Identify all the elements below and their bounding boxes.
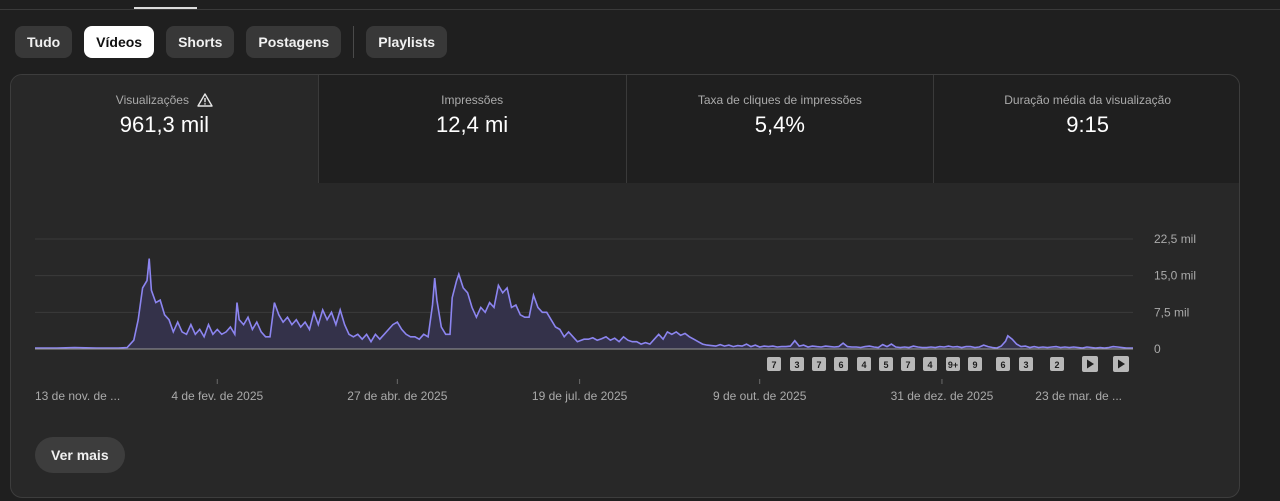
annotation-marker[interactable]: 3 <box>790 357 804 371</box>
x-tick-label: 13 de nov. de ... <box>35 389 120 403</box>
metric-tab-avg-duration[interactable]: Duração média da visualização 9:15 <box>933 75 1239 183</box>
metric-tabs: Visualizações 961,3 mil Impressões 12,4 … <box>11 75 1239 183</box>
annotation-marker-label: 4 <box>861 360 866 370</box>
annotation-marker-label: 3 <box>794 360 799 370</box>
annotation-marker-label: 7 <box>905 360 910 370</box>
chip-playlists[interactable]: Playlists <box>366 26 448 58</box>
y-tick-label: 0 <box>1154 342 1161 356</box>
annotation-marker[interactable]: 7 <box>812 357 826 371</box>
annotation-marker[interactable]: 3 <box>1019 357 1033 371</box>
annotation-marker[interactable]: 4 <box>857 357 871 371</box>
annotation-marker-label: 7 <box>816 360 821 370</box>
annotation-marker-label: 9+ <box>948 360 958 370</box>
analytics-card: Visualizações 961,3 mil Impressões 12,4 … <box>10 74 1240 498</box>
metric-value: 12,4 mi <box>436 112 509 137</box>
warning-triangle-icon[interactable] <box>197 93 213 107</box>
metric-value: 9:15 <box>1066 112 1110 137</box>
x-tick-label: 9 de out. de 2025 <box>713 389 807 403</box>
annotation-marker[interactable]: 6 <box>996 357 1010 371</box>
annotation-marker[interactable]: 5 <box>879 357 893 371</box>
play-icon[interactable] <box>1082 356 1098 372</box>
chip-shorts[interactable]: Shorts <box>166 26 235 58</box>
annotation-marker-label: 5 <box>883 360 888 370</box>
annotation-marker-label: 6 <box>1000 360 1005 370</box>
x-tick-label: 27 de abr. de 2025 <box>347 389 447 403</box>
metric-tab-impressions[interactable]: Impressões 12,4 mi <box>317 75 626 183</box>
metric-value: 5,4% <box>754 112 805 137</box>
metric-tab-views[interactable]: Visualizações 961,3 mil <box>11 75 318 183</box>
chart-line <box>35 258 1133 349</box>
annotation-marker-label: 9 <box>972 360 977 370</box>
chip-postagens[interactable]: Postagens <box>246 26 342 58</box>
annotation-marker[interactable]: 9+ <box>946 357 960 371</box>
annotation-marker[interactable]: 7 <box>901 357 915 371</box>
x-tick-label: 23 de mar. de ... <box>1035 389 1122 403</box>
play-icon[interactable] <box>1113 356 1129 372</box>
y-tick-label: 7,5 mil <box>1154 305 1189 319</box>
chip-separator <box>353 26 355 58</box>
top-divider <box>0 9 1280 10</box>
metric-tab-ctr[interactable]: Taxa de cliques de impressões 5,4% <box>625 75 934 183</box>
chip-tudo[interactable]: Tudo <box>15 26 73 58</box>
annotation-marker[interactable]: 2 <box>1050 357 1064 371</box>
y-tick-label: 15,0 mil <box>1154 269 1196 283</box>
annotation-marker[interactable]: 7 <box>767 357 781 371</box>
filter-chips: Tudo Vídeos Shorts Postagens Playlists <box>15 26 459 58</box>
see-more-button[interactable]: Ver mais <box>35 437 125 473</box>
metric-label: Duração média da visualização <box>1004 93 1171 107</box>
y-tick-label: 22,5 mil <box>1154 232 1196 246</box>
annotation-marker[interactable]: 4 <box>923 357 937 371</box>
annotation-marker-label: 7 <box>771 360 776 370</box>
annotation-marker[interactable]: 6 <box>834 357 848 371</box>
x-tick-label: 4 de fev. de 2025 <box>171 389 263 403</box>
annotation-marker[interactable]: 9 <box>968 357 982 371</box>
selected-tab-indicator <box>134 7 197 9</box>
x-tick-label: 31 de dez. de 2025 <box>891 389 994 403</box>
metric-label: Taxa de cliques de impressões <box>697 93 862 107</box>
annotation-marker-label: 6 <box>838 360 843 370</box>
metric-value: 961,3 mil <box>119 112 210 137</box>
chart-area-fill <box>35 258 1133 349</box>
annotation-marker-label: 3 <box>1023 360 1028 370</box>
annotation-marker-label: 2 <box>1054 360 1059 370</box>
metric-label: Impressões <box>441 93 504 107</box>
metric-label: Visualizações <box>115 93 189 107</box>
annotation-marker-label: 4 <box>927 360 932 370</box>
chip-videos[interactable]: Vídeos <box>84 26 155 58</box>
x-tick-label: 19 de jul. de 2025 <box>532 389 628 403</box>
